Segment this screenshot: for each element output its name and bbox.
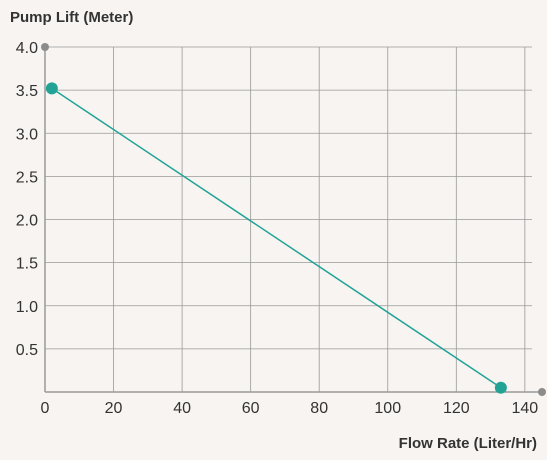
x-tick-label-6: 120 (443, 400, 470, 417)
y-axis-title: Pump Lift (Meter) (10, 9, 134, 26)
y-tick-label-1: 1.0 (16, 299, 38, 316)
x-tick-label-1: 20 (105, 400, 123, 417)
x-tick-label-7: 140 (512, 400, 539, 417)
y-tick-label-3: 2.0 (16, 213, 38, 230)
y-tick-label-4: 2.5 (16, 169, 38, 186)
x-tick-label-3: 60 (242, 400, 260, 417)
y-tick-label-5: 3.0 (16, 126, 38, 143)
x-tick-label-4: 80 (310, 400, 328, 417)
y-tick-label-2: 1.5 (16, 256, 38, 273)
y-tick-label-6: 3.5 (16, 83, 38, 100)
series-line-0 (51, 87, 502, 389)
x-axis-title: Flow Rate (Liter/Hr) (398, 435, 537, 452)
x-tick-label-2: 40 (173, 400, 191, 417)
x-tick-label-5: 100 (374, 400, 401, 417)
y-axis-end-marker (41, 43, 49, 51)
y-tick-label-7: 4.0 (16, 40, 38, 57)
x-tick-label-0: 0 (41, 400, 50, 417)
x-axis-end-marker (538, 388, 546, 396)
data-point-0-1 (494, 381, 507, 394)
data-point-0-0 (45, 82, 58, 95)
y-tick-label-0: 0.5 (16, 342, 38, 359)
